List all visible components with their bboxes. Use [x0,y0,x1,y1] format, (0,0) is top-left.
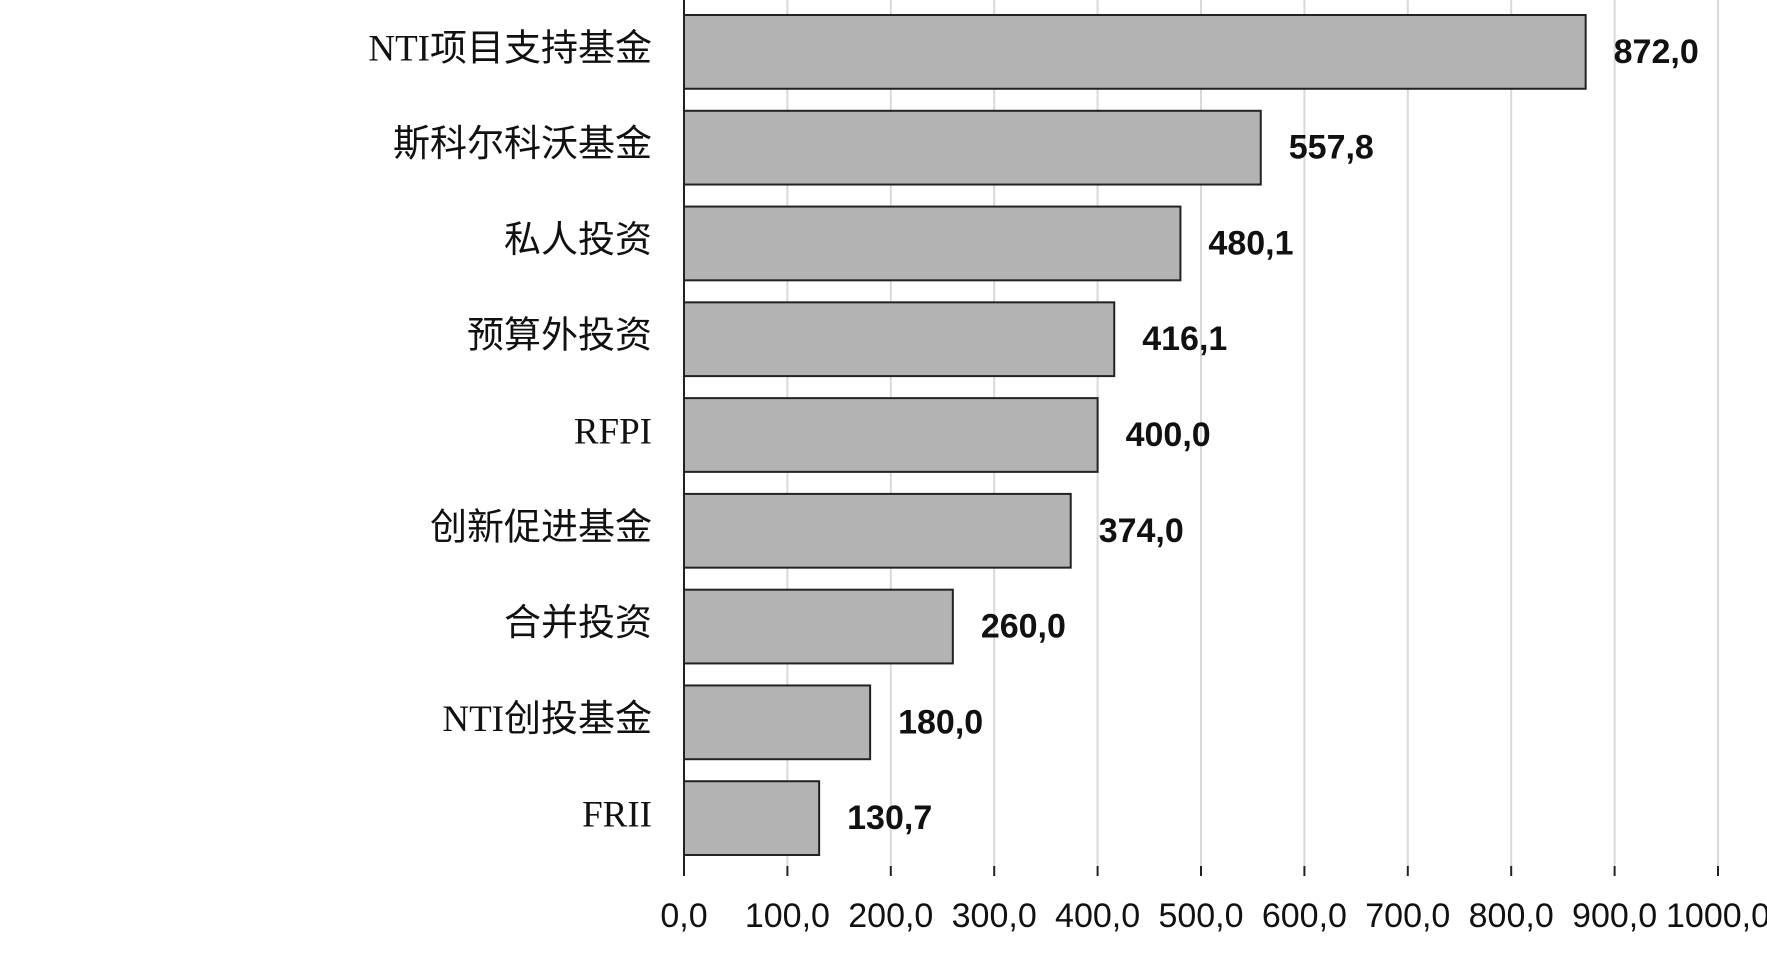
bar [683,109,1262,186]
y-tick-label: 创新促进基金 [430,506,652,548]
x-tick-label: 400,0 [1055,897,1140,935]
bar [683,397,1099,473]
y-tick-label: NTI项目支持基金 [368,27,652,69]
bar [683,492,1072,569]
x-tick-label: 800,0 [1469,897,1554,935]
data-label: 130,7 [847,799,932,837]
x-tick-label: 500,0 [1158,897,1243,935]
data-label: 260,0 [981,608,1066,646]
x-tick-label: 200,0 [848,897,933,935]
y-tick-label: RFPI [574,411,652,452]
y-tick-label: 私人投资 [504,220,652,261]
y-tick-label: FRII [582,795,652,836]
x-tick-label: 1000,0 [1666,897,1767,935]
bar [683,684,872,761]
x-tick-label: 0,0 [660,897,707,935]
data-label: 374,0 [1099,512,1184,550]
y-tick-label: 斯科尔科沃基金 [393,123,652,165]
bar [683,301,1116,378]
x-tick-label: 100,0 [745,897,830,935]
data-label: 557,8 [1289,129,1374,167]
data-label: 400,0 [1126,416,1211,454]
data-label: 480,1 [1208,224,1293,262]
bar [683,14,1587,90]
y-tick-label: 合并投资 [504,602,652,644]
x-tick-label: 700,0 [1365,897,1450,935]
bar [683,780,821,856]
bar [683,205,1182,282]
data-label: 180,0 [898,703,983,741]
y-tick-label: 预算外投资 [467,315,652,357]
x-tick-label: 300,0 [952,897,1037,935]
data-label: 872,0 [1614,33,1699,71]
data-label: 416,1 [1142,320,1227,358]
x-tick-label: 600,0 [1262,897,1347,935]
y-tick-label: NTI创投基金 [442,698,652,740]
x-tick-label: 900,0 [1572,897,1657,935]
bar [683,588,954,665]
